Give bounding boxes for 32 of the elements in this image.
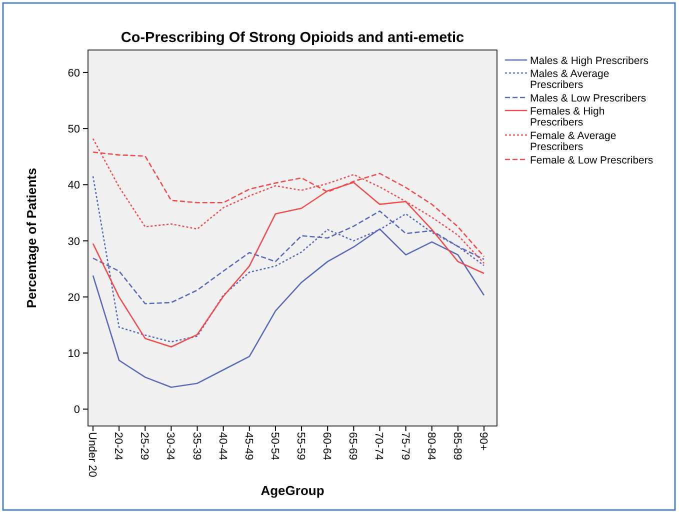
x-tick-label: 55-59: [294, 432, 307, 460]
x-tick-label: 20-24: [112, 432, 124, 460]
y-tick-label: 0: [74, 404, 80, 416]
y-tick-label: 60: [68, 67, 80, 80]
x-tick-label: 65-69: [346, 432, 359, 460]
legend-label: Males & High Prescribers: [530, 55, 648, 67]
y-axis-title: Percentage of Patients: [24, 168, 39, 308]
x-tick-label: 35-39: [190, 432, 202, 460]
y-tick-label: 40: [68, 180, 80, 192]
x-tick-label: 80-84: [424, 432, 437, 460]
x-tick-label: 45-49: [242, 432, 254, 460]
legend-label: Female & Average Prescribers: [530, 130, 616, 153]
chart-title: Co-Prescribing Of Strong Opioids and anti-emetic: [120, 30, 464, 46]
y-tick-label: 10: [68, 348, 80, 360]
x-tick-label: 25-29: [138, 432, 150, 460]
x-tick-label: Under 20: [86, 432, 98, 478]
y-tick-label: 30: [68, 236, 80, 248]
x-tick-label: 40-44: [216, 432, 228, 460]
y-tick-label: 50: [68, 124, 80, 136]
x-tick-label: 50-54: [268, 432, 280, 460]
x-tick-label: 30-34: [164, 432, 176, 460]
x-axis-title: AgeGroup: [260, 483, 324, 498]
x-tick-label: 90+: [477, 432, 489, 451]
legend-label: Female & Low Prescribers: [530, 154, 654, 166]
legend-label: Males & Low Prescribers: [530, 92, 646, 104]
x-tick-label: 70-74: [372, 432, 385, 460]
x-tick-label: 60-64: [320, 432, 333, 460]
x-tick-label: 75-79: [398, 432, 411, 460]
y-tick-label: 20: [68, 292, 80, 304]
legend-label: Males & Average Prescribers: [530, 68, 610, 91]
x-tick-label: 85-89: [450, 432, 463, 460]
legend-label: Females & High Prescribers: [530, 106, 605, 128]
